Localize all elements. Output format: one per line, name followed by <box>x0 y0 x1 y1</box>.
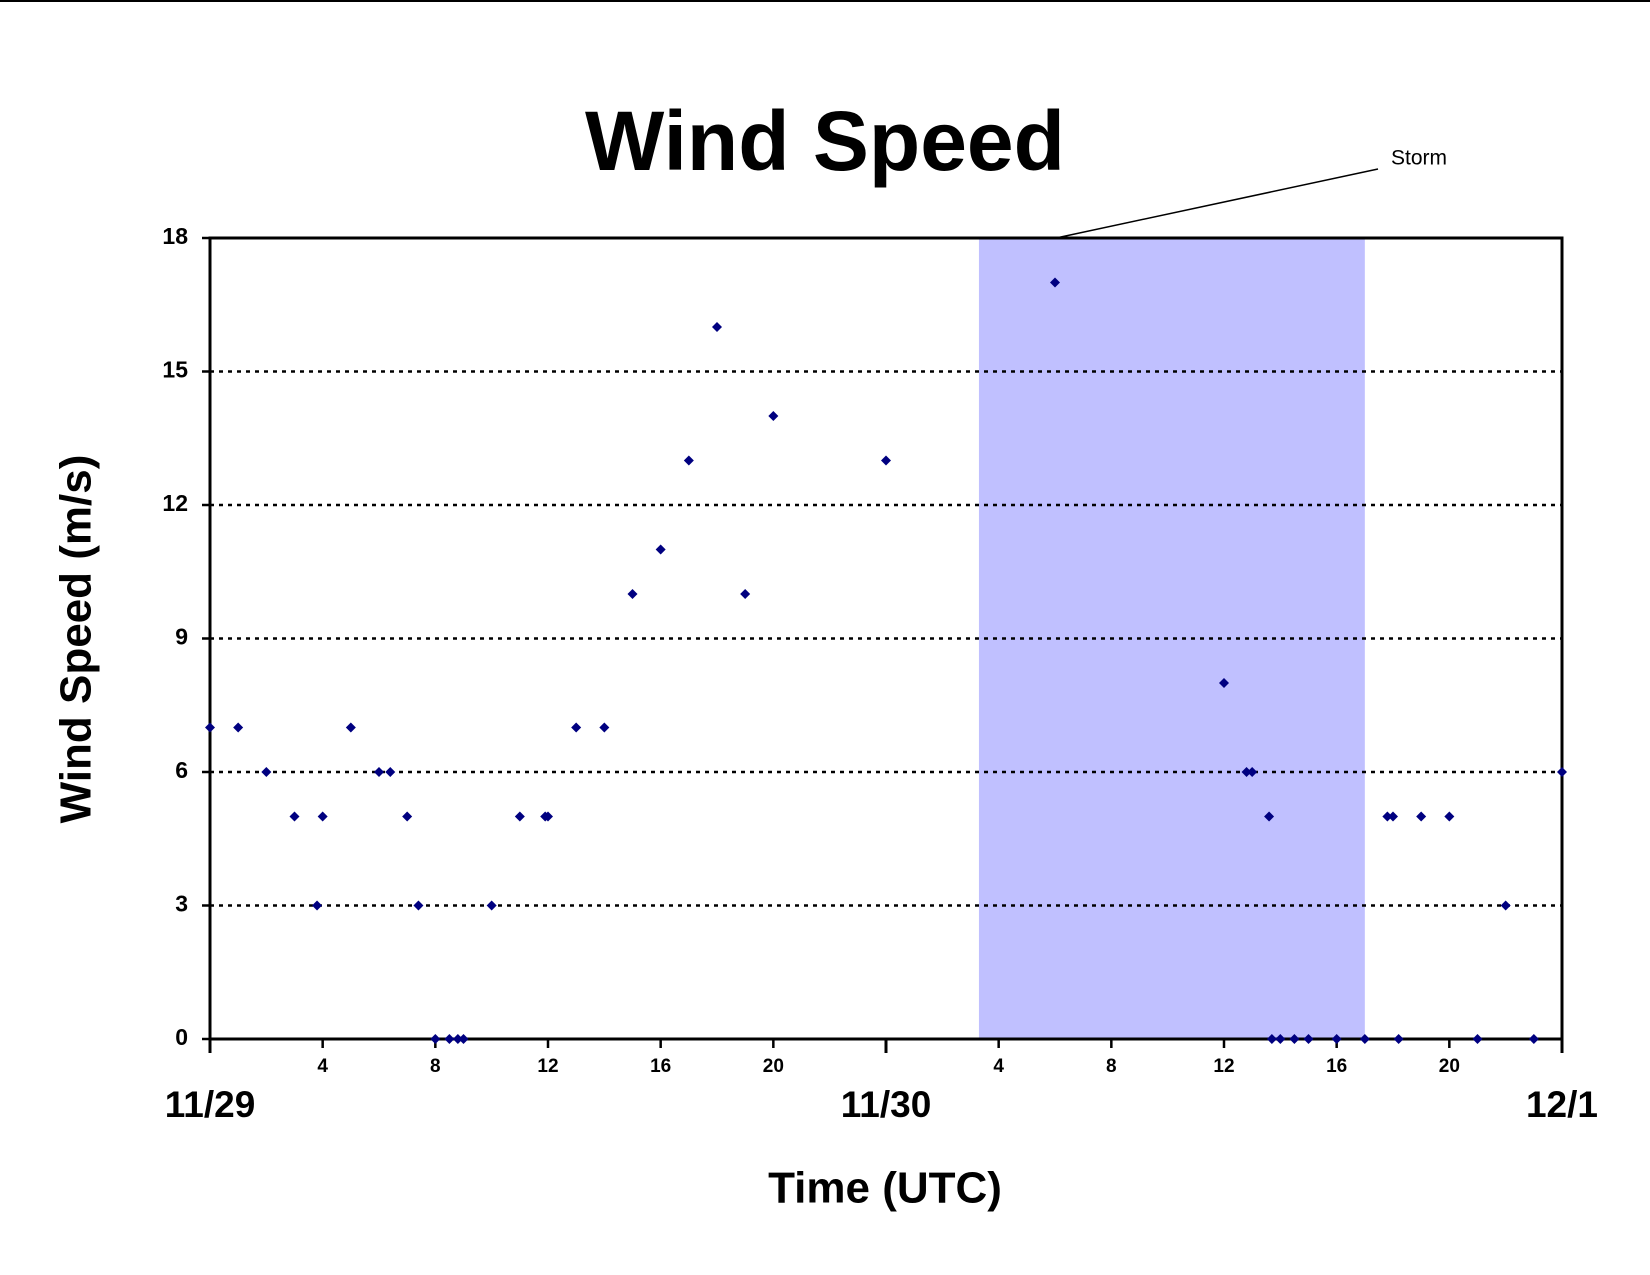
point <box>881 455 891 466</box>
point <box>486 900 497 911</box>
chart-title: Wind Speed <box>585 94 1065 188</box>
x-tick-label: 12 <box>537 1056 558 1077</box>
point <box>261 767 272 777</box>
point <box>312 900 323 911</box>
point <box>768 411 779 421</box>
point <box>233 722 244 733</box>
point <box>1289 1034 1300 1044</box>
point <box>458 1034 469 1044</box>
point <box>1393 1034 1404 1044</box>
y-tick-label: 12 <box>162 490 188 516</box>
x-tick-label: 4 <box>317 1056 328 1077</box>
point <box>543 811 553 822</box>
x-tick-label: 20 <box>1439 1056 1460 1077</box>
point <box>1050 277 1060 288</box>
date-tick-label: 11/29 <box>165 1084 256 1125</box>
point <box>317 811 328 822</box>
point <box>1557 767 1567 777</box>
x-tick-label: 16 <box>650 1056 671 1077</box>
point <box>1275 1034 1286 1044</box>
storm-region <box>978 238 1365 1039</box>
point <box>1303 1034 1314 1044</box>
point <box>1472 1034 1483 1044</box>
point <box>1266 1034 1277 1044</box>
point <box>452 1034 463 1044</box>
y-tick-label: 3 <box>175 891 188 917</box>
annotation-leader <box>1055 168 1379 239</box>
point <box>430 1034 441 1044</box>
point <box>1444 811 1455 822</box>
point <box>1219 678 1229 688</box>
y-tick-label: 9 <box>175 624 188 650</box>
point <box>1382 811 1393 822</box>
point <box>413 900 424 911</box>
point <box>205 722 215 733</box>
y-tick-label: 15 <box>162 357 188 383</box>
point <box>712 322 722 332</box>
point <box>655 544 666 555</box>
y-tick-label: 18 <box>162 223 188 249</box>
point <box>385 767 396 777</box>
point <box>627 589 638 599</box>
point <box>374 767 384 777</box>
point <box>345 722 356 733</box>
y-tick-label: 0 <box>175 1024 188 1050</box>
y-tick-label: 6 <box>175 757 188 783</box>
point <box>1359 1034 1370 1044</box>
point <box>444 1034 455 1044</box>
point <box>1247 767 1258 777</box>
point <box>1241 767 1252 777</box>
point <box>571 722 582 733</box>
point <box>289 811 300 822</box>
point <box>402 811 413 822</box>
x-tick-label: 20 <box>763 1056 784 1077</box>
date-tick-label: 12/1 <box>1526 1084 1598 1125</box>
y-axis-label: Wind Speed (m/s) <box>52 455 101 824</box>
x-axis-label: Time (UTC) <box>768 1164 1002 1213</box>
point <box>1388 811 1398 822</box>
x-tick-label: 8 <box>1106 1056 1117 1077</box>
x-tick-label: 8 <box>430 1056 441 1077</box>
point <box>1500 900 1511 911</box>
point <box>599 722 610 733</box>
point <box>1331 1034 1342 1044</box>
annotation: Storm <box>1391 147 1447 170</box>
date-tick-label: 11/30 <box>841 1084 932 1125</box>
point <box>1528 1034 1539 1044</box>
point <box>683 455 694 466</box>
x-tick-label: 16 <box>1326 1056 1347 1077</box>
x-tick-label: 12 <box>1213 1056 1234 1077</box>
x-tick-label: 4 <box>993 1056 1004 1077</box>
point <box>514 811 525 822</box>
point <box>1264 811 1275 822</box>
point <box>1416 811 1427 822</box>
point <box>740 589 751 599</box>
